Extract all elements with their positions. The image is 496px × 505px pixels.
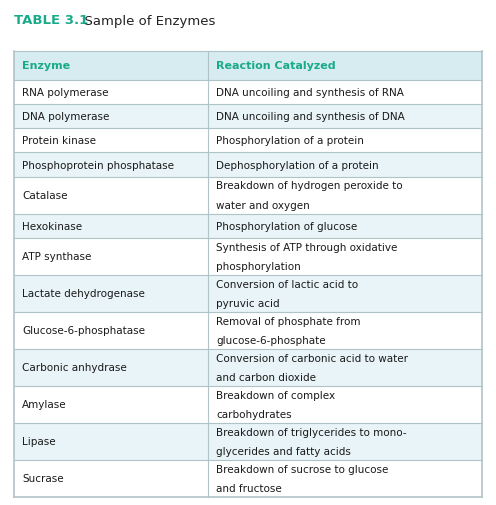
Text: Breakdown of complex: Breakdown of complex: [216, 390, 335, 400]
Text: Protein kinase: Protein kinase: [22, 136, 96, 146]
Text: phosphorylation: phosphorylation: [216, 262, 301, 271]
Bar: [14, 423, 482, 460]
Text: RNA polymerase: RNA polymerase: [22, 88, 109, 98]
Text: Reaction Catalyzed: Reaction Catalyzed: [216, 62, 336, 71]
Text: Phosphorylation of glucose: Phosphorylation of glucose: [216, 221, 358, 231]
Text: Sample of Enzymes: Sample of Enzymes: [76, 15, 215, 27]
Text: glycerides and fatty acids: glycerides and fatty acids: [216, 446, 351, 456]
Bar: [14, 105, 482, 129]
Text: Breakdown of sucrose to glucose: Breakdown of sucrose to glucose: [216, 464, 388, 474]
Text: Sucrase: Sucrase: [22, 474, 63, 483]
Text: Conversion of lactic acid to: Conversion of lactic acid to: [216, 279, 358, 289]
Text: DNA uncoiling and synthesis of RNA: DNA uncoiling and synthesis of RNA: [216, 88, 404, 98]
Bar: [14, 275, 482, 312]
Bar: [14, 52, 482, 81]
Text: and carbon dioxide: and carbon dioxide: [216, 372, 316, 382]
Bar: [14, 214, 482, 238]
Text: Breakdown of hydrogen peroxide to: Breakdown of hydrogen peroxide to: [216, 181, 403, 191]
Bar: [14, 153, 482, 177]
Text: glucose-6-phosphate: glucose-6-phosphate: [216, 335, 326, 345]
Text: Enzyme: Enzyme: [22, 62, 70, 71]
Text: Lipase: Lipase: [22, 437, 56, 446]
Text: Dephosphorylation of a protein: Dephosphorylation of a protein: [216, 160, 379, 170]
Text: ATP synthase: ATP synthase: [22, 252, 91, 262]
Text: Catalase: Catalase: [22, 191, 67, 200]
Bar: [14, 312, 482, 349]
Text: Lactate dehydrogenase: Lactate dehydrogenase: [22, 289, 145, 299]
Bar: [14, 177, 482, 214]
Text: Phosphoprotein phosphatase: Phosphoprotein phosphatase: [22, 160, 174, 170]
Text: Phosphorylation of a protein: Phosphorylation of a protein: [216, 136, 364, 146]
Text: Carbonic anhydrase: Carbonic anhydrase: [22, 363, 127, 373]
Text: Removal of phosphate from: Removal of phosphate from: [216, 316, 361, 326]
Text: Conversion of carbonic acid to water: Conversion of carbonic acid to water: [216, 353, 408, 363]
Text: and fructose: and fructose: [216, 483, 282, 493]
Text: carbohydrates: carbohydrates: [216, 409, 292, 419]
Text: Glucose-6-phosphatase: Glucose-6-phosphatase: [22, 326, 145, 336]
Text: Hexokinase: Hexokinase: [22, 221, 82, 231]
Bar: [14, 349, 482, 386]
Text: Synthesis of ATP through oxidative: Synthesis of ATP through oxidative: [216, 242, 398, 252]
Bar: [14, 81, 482, 105]
Bar: [14, 238, 482, 275]
Text: water and oxygen: water and oxygen: [216, 200, 310, 210]
Text: DNA uncoiling and synthesis of DNA: DNA uncoiling and synthesis of DNA: [216, 112, 405, 122]
Text: pyruvic acid: pyruvic acid: [216, 298, 280, 309]
Bar: [14, 460, 482, 497]
Text: Breakdown of triglycerides to mono-: Breakdown of triglycerides to mono-: [216, 427, 407, 437]
Bar: [14, 386, 482, 423]
Text: DNA polymerase: DNA polymerase: [22, 112, 110, 122]
Bar: [14, 129, 482, 153]
Text: TABLE 3.1: TABLE 3.1: [14, 15, 88, 27]
Text: Amylase: Amylase: [22, 399, 66, 410]
